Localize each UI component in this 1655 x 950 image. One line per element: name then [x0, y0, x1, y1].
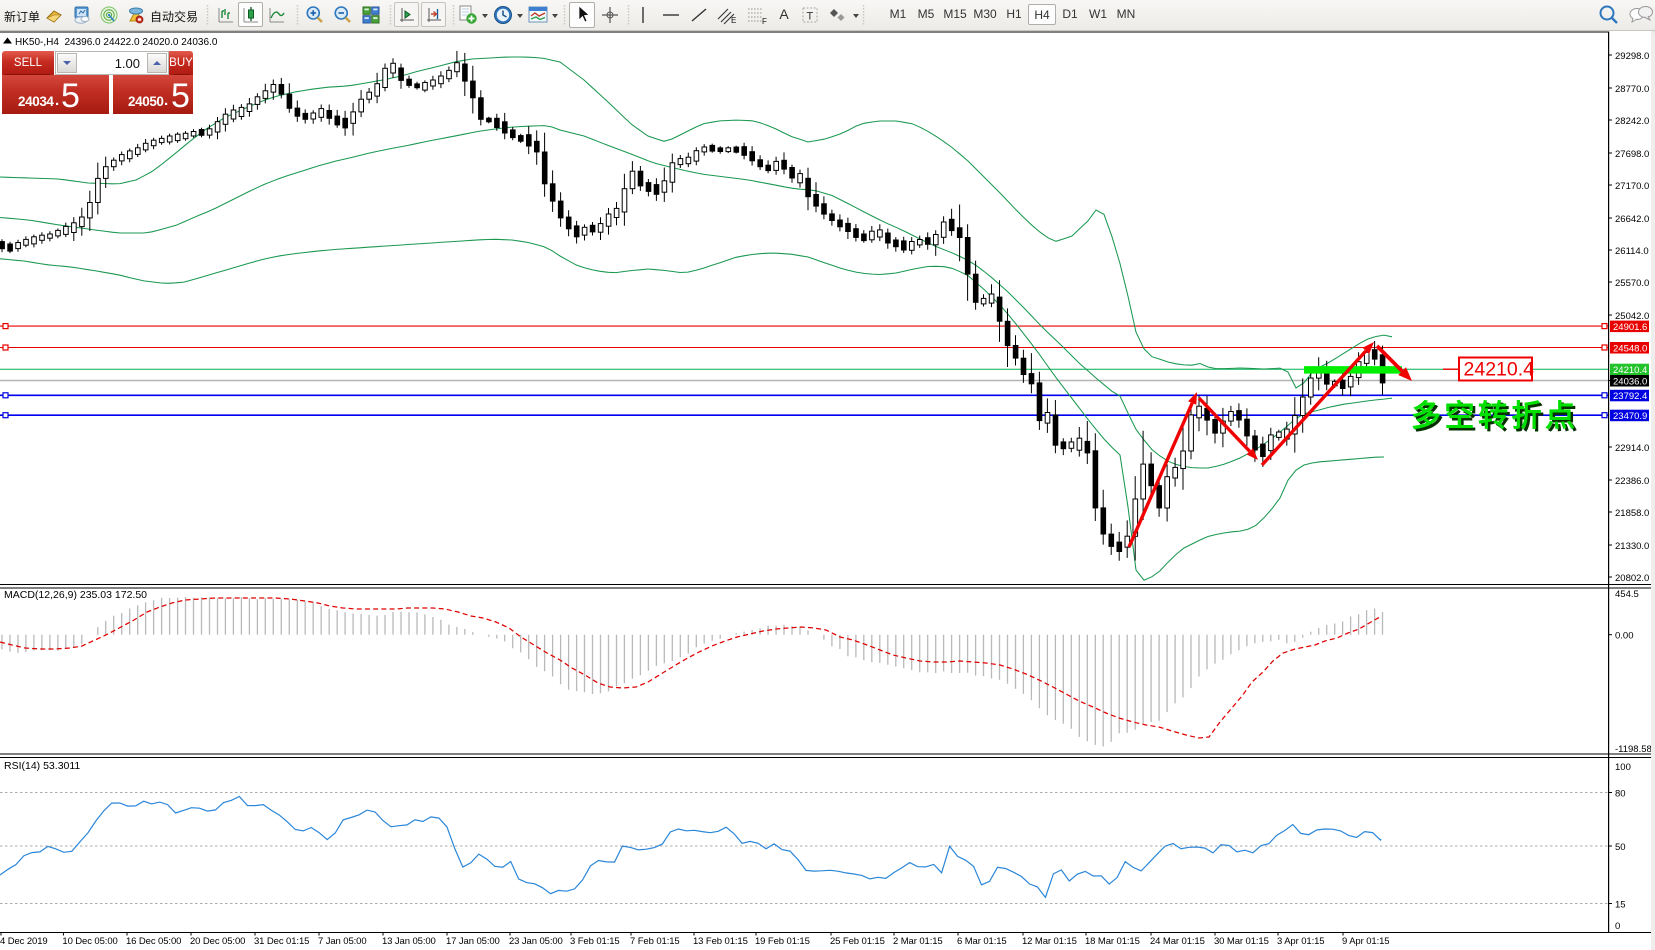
svg-text:24210.4: 24210.4: [1464, 359, 1535, 381]
svg-text:多空转折点: 多空转折点: [1414, 403, 1582, 436]
svg-text:50: 50: [1615, 842, 1626, 853]
svg-text:20 Dec 05:00: 20 Dec 05:00: [190, 936, 245, 947]
svg-text:13 Feb 01:15: 13 Feb 01:15: [693, 936, 748, 947]
svg-text:17 Jan 05:00: 17 Jan 05:00: [446, 936, 500, 947]
svg-text:21330.0: 21330.0: [1615, 541, 1649, 552]
svg-text:25 Feb 01:15: 25 Feb 01:15: [830, 936, 885, 947]
svg-text:12 Mar 01:15: 12 Mar 01:15: [1022, 936, 1077, 947]
svg-text:24548.0: 24548.0: [1613, 343, 1647, 354]
svg-text:454.5: 454.5: [1615, 589, 1639, 600]
svg-text:13 Jan 05:00: 13 Jan 05:00: [382, 936, 436, 947]
svg-text:10 Dec 05:00: 10 Dec 05:00: [62, 936, 117, 947]
svg-text:21858.0: 21858.0: [1615, 508, 1649, 519]
svg-text:HK50-,H4 24396.0 24422.0 2402: HK50-,H4 24396.0 24422.0 24020.0 24036.0: [15, 37, 218, 48]
svg-text:23470.9: 23470.9: [1613, 411, 1647, 422]
svg-text:28242.0: 28242.0: [1615, 116, 1649, 127]
svg-text:T: T: [807, 11, 814, 23]
svg-text:-1198.58: -1198.58: [1615, 744, 1652, 755]
svg-text:20802.0: 20802.0: [1615, 573, 1649, 584]
svg-text:28770.0: 28770.0: [1615, 84, 1649, 95]
svg-text:多空转折点: 多空转折点: [1411, 400, 1579, 433]
svg-text:6 Mar 01:15: 6 Mar 01:15: [957, 936, 1007, 947]
svg-text:26114.0: 26114.0: [1615, 246, 1649, 257]
svg-text:16 Dec 05:00: 16 Dec 05:00: [126, 936, 181, 947]
svg-text:7 Feb 01:15: 7 Feb 01:15: [630, 936, 680, 947]
svg-text:0: 0: [1615, 921, 1620, 932]
svg-text:19 Feb 01:15: 19 Feb 01:15: [755, 936, 810, 947]
svg-text:22914.0: 22914.0: [1615, 443, 1649, 454]
svg-text:30 Mar 01:15: 30 Mar 01:15: [1214, 936, 1269, 947]
svg-text:23 Jan 05:00: 23 Jan 05:00: [509, 936, 563, 947]
svg-text:9 Apr 01:15: 9 Apr 01:15: [1342, 936, 1390, 947]
svg-text:MACD(12,26,9) 235.03 172.50: MACD(12,26,9) 235.03 172.50: [4, 589, 147, 601]
svg-text:RSI(14) 53.3011: RSI(14) 53.3011: [4, 760, 80, 772]
svg-text:3 Apr 01:15: 3 Apr 01:15: [1277, 936, 1325, 947]
svg-text:25042.0: 25042.0: [1615, 311, 1649, 322]
svg-text:E: E: [731, 16, 736, 25]
svg-text:24036.0: 24036.0: [1613, 376, 1647, 387]
svg-text:3 Feb 01:15: 3 Feb 01:15: [570, 936, 620, 947]
svg-text:23792.4: 23792.4: [1613, 391, 1647, 402]
svg-text:25570.0: 25570.0: [1615, 278, 1649, 289]
svg-text:15: 15: [1615, 900, 1626, 911]
svg-text:22386.0: 22386.0: [1615, 476, 1649, 487]
svg-text:27698.0: 27698.0: [1615, 149, 1649, 160]
svg-text:27170.0: 27170.0: [1615, 181, 1649, 192]
svg-text:4 Dec 2019: 4 Dec 2019: [0, 936, 48, 947]
svg-text:100: 100: [1615, 762, 1631, 773]
svg-text:0.00: 0.00: [1615, 631, 1634, 642]
svg-text:31 Dec 01:15: 31 Dec 01:15: [254, 936, 309, 947]
svg-text:2 Mar 01:15: 2 Mar 01:15: [893, 936, 943, 947]
svg-text:F: F: [762, 17, 767, 25]
svg-text:80: 80: [1615, 789, 1626, 800]
svg-text:18 Mar 01:15: 18 Mar 01:15: [1085, 936, 1140, 947]
svg-text:24901.6: 24901.6: [1613, 322, 1647, 333]
svg-text:24 Mar 01:15: 24 Mar 01:15: [1150, 936, 1205, 947]
svg-text:7 Jan 05:00: 7 Jan 05:00: [318, 936, 367, 947]
svg-text:26642.0: 26642.0: [1615, 214, 1649, 225]
svg-text:29298.0: 29298.0: [1615, 51, 1649, 62]
svg-text:24210.4: 24210.4: [1613, 365, 1647, 376]
